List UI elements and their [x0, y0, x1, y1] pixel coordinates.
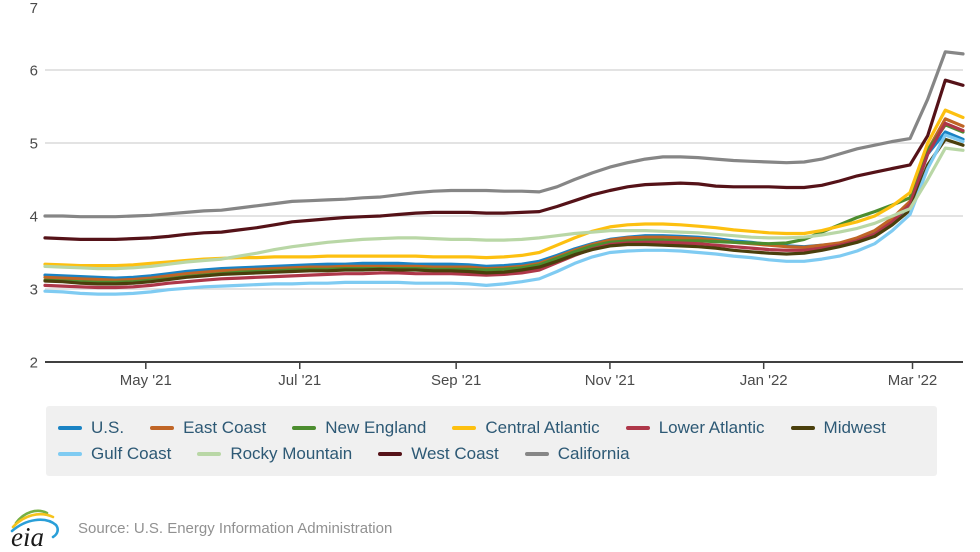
- y-axis-label-7: 7: [30, 0, 38, 17]
- x-axis-label-jan-22: Jan '22: [740, 372, 788, 389]
- x-axis-label-jul-21: Jul '21: [278, 372, 321, 389]
- legend-label-lower-atlantic: Lower Atlantic: [658, 418, 765, 437]
- legend-swatch-rocky-mountain: [197, 452, 222, 456]
- legend-label-midwest: Midwest: [823, 418, 886, 437]
- source-attribution: Source: U.S. Energy Information Administ…: [78, 519, 393, 537]
- series-line-lower-atlantic: [43, 121, 965, 290]
- series-line-gulf-coast: [43, 133, 965, 296]
- fuel-price-line-chart: 2 3 4 5 6 7 May '21 Jul '21 Sep '21 Nov '21 Jan '2…: [30, 0, 965, 389]
- legend-item-west-coast[interactable]: West Coast: [378, 444, 499, 464]
- legend-item-midwest[interactable]: Midwest: [790, 418, 886, 438]
- x-axis-label-sep-21: Sep '21: [431, 372, 481, 389]
- series-line-california: [43, 50, 965, 219]
- legend-item-u-s[interactable]: U.S.: [58, 418, 124, 438]
- legend-label-rocky-mountain: Rocky Mountain: [230, 444, 353, 463]
- x-axis-label-nov-21: Nov '21: [585, 372, 635, 389]
- y-axis-label-6: 6: [30, 63, 38, 80]
- x-axis-label-may-21: May '21: [120, 372, 172, 389]
- series-line-midwest: [43, 137, 965, 286]
- eia-logo-text: eia: [11, 522, 44, 550]
- legend-label-east-coast: East Coast: [183, 418, 267, 437]
- legend-item-rocky-mountain[interactable]: Rocky Mountain: [197, 444, 352, 464]
- legend-item-lower-atlantic[interactable]: Lower Atlantic: [625, 418, 765, 438]
- legend-swatch-california: [524, 452, 549, 456]
- legend-swatch-u-s: [58, 426, 82, 430]
- legend-item-east-coast[interactable]: East Coast: [150, 418, 266, 438]
- y-axis-label-4: 4: [30, 209, 38, 226]
- y-axis-label-3: 3: [30, 282, 38, 299]
- legend-swatch-midwest: [790, 426, 815, 430]
- chart-legend: U.S. East Coast New England Central Atlanti…: [46, 406, 937, 476]
- legend-label-new-england: New England: [325, 418, 427, 437]
- y-axis-label-2: 2: [30, 355, 38, 372]
- legend-swatch-lower-atlantic: [625, 426, 650, 430]
- y-axis-label-5: 5: [30, 136, 38, 153]
- legend-label-california: California: [557, 444, 630, 463]
- legend-swatch-west-coast: [378, 452, 403, 456]
- series-line-west-coast: [43, 78, 965, 241]
- eia-logo: eia: [10, 509, 59, 550]
- legend-label-u-s: U.S.: [91, 418, 125, 437]
- legend-label-gulf-coast: Gulf Coast: [91, 444, 172, 463]
- legend-item-california[interactable]: California: [524, 444, 630, 464]
- legend-swatch-central-atlantic: [452, 426, 477, 430]
- legend-item-central-atlantic[interactable]: Central Atlantic: [452, 418, 600, 438]
- legend-item-new-england[interactable]: New England: [292, 418, 426, 438]
- series-line-central-atlantic: [43, 108, 965, 268]
- legend-swatch-gulf-coast: [58, 452, 82, 456]
- legend-swatch-east-coast: [150, 426, 175, 430]
- legend-label-central-atlantic: Central Atlantic: [485, 418, 600, 437]
- chart-footer: eia Source: U.S. Energy Information Admi…: [10, 506, 980, 550]
- legend-label-west-coast: West Coast: [411, 444, 499, 463]
- series-line-rocky-mountain: [43, 146, 965, 271]
- legend-item-gulf-coast[interactable]: Gulf Coast: [58, 444, 171, 464]
- x-axis-label-mar-22: Mar '22: [888, 372, 938, 389]
- legend-swatch-new-england: [292, 426, 317, 430]
